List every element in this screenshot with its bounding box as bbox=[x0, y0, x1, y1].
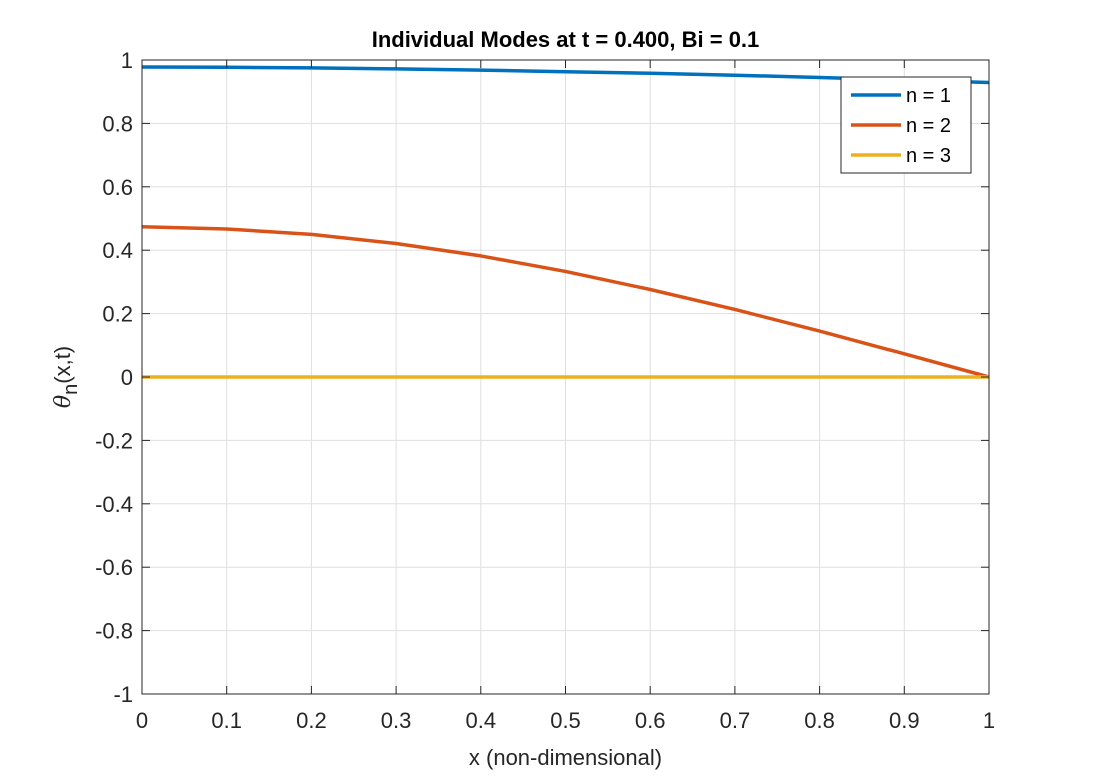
x-tick-label: 0.7 bbox=[720, 708, 751, 733]
legend-label-1: n = 1 bbox=[906, 85, 951, 107]
x-tick-label: 0.6 bbox=[635, 708, 666, 733]
x-tick-label: 0.2 bbox=[296, 708, 327, 733]
y-tick-label: -0.4 bbox=[95, 492, 133, 517]
chart-title: Individual Modes at t = 0.400, Bi = 0.1 bbox=[372, 27, 760, 52]
y-tick-label: -0.8 bbox=[95, 619, 133, 644]
y-tick-label: 0.2 bbox=[102, 302, 133, 327]
x-axis-label: x (non-dimensional) bbox=[469, 745, 662, 770]
y-label-args: (x,t) bbox=[50, 346, 75, 384]
y-tick-label: -0.6 bbox=[95, 555, 133, 580]
y-tick-label: -0.2 bbox=[95, 428, 133, 453]
x-tick-label: 0.1 bbox=[211, 708, 242, 733]
series-line-2 bbox=[141, 224, 990, 379]
x-tick-label: 1 bbox=[983, 708, 995, 733]
y-axis-label: θn(x,t) bbox=[50, 346, 82, 408]
legend: n = 1 n = 2 n = 3 bbox=[840, 76, 972, 174]
legend-label-3: n = 3 bbox=[906, 145, 951, 167]
x-tick-label: 0 bbox=[136, 708, 148, 733]
x-tick-label: 0.4 bbox=[466, 708, 497, 733]
y-tick-label: 1 bbox=[121, 48, 133, 73]
x-tick-label: 0.9 bbox=[889, 708, 920, 733]
legend-label-2: n = 2 bbox=[906, 115, 951, 137]
y-tick-label: 0.6 bbox=[102, 175, 133, 200]
y-tick-label: 0.4 bbox=[102, 238, 133, 263]
y-label-theta: θ bbox=[51, 395, 76, 408]
y-tick-label: 0 bbox=[121, 365, 133, 390]
x-tick-label: 0.3 bbox=[381, 708, 412, 733]
svg-text:θn(x,t): θn(x,t) bbox=[50, 346, 82, 408]
y-tick-label: 0.8 bbox=[102, 111, 133, 136]
y-tick-label: -1 bbox=[113, 682, 133, 707]
x-tick-label: 0.5 bbox=[550, 708, 581, 733]
axis-ticks: 0 0.1 0.2 0.3 0.4 0.5 0.6 0.7 0.8 0.9 1 -1 -0.8 -0.6 -… bbox=[95, 48, 995, 733]
y-label-subscript: n bbox=[60, 384, 82, 395]
x-tick-label: 0.8 bbox=[804, 708, 835, 733]
